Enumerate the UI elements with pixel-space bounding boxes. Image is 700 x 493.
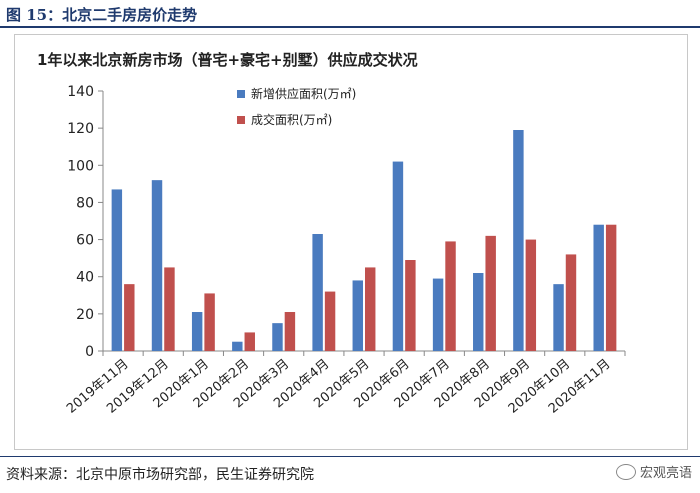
y-tick-label: 140 xyxy=(67,84,94,100)
bar-transaction xyxy=(164,267,175,351)
bar-supply xyxy=(352,280,363,351)
y-tick-label: 60 xyxy=(76,233,94,249)
figure-title: 图 15：北京二手房房价走势 xyxy=(6,6,198,24)
bar-supply xyxy=(392,161,404,351)
bar-supply xyxy=(432,278,444,351)
y-tick-label: 120 xyxy=(67,121,94,137)
bar-transaction xyxy=(324,291,336,351)
legend-label: 成交面积(万㎡) xyxy=(251,112,332,127)
bar-transaction xyxy=(485,235,496,351)
wechat-icon xyxy=(615,463,636,480)
bar-transaction xyxy=(244,332,255,351)
footer-rule xyxy=(0,456,700,457)
bar-transaction xyxy=(405,260,416,351)
bar-transaction xyxy=(525,239,537,351)
bar-transaction xyxy=(124,284,135,351)
title-rule xyxy=(0,26,700,28)
bar-transaction xyxy=(284,312,296,351)
bar-chart: 1年以来北京新房市场（普宅+豪宅+别墅）供应成交状况 0 20 40 60 80 100 1… xyxy=(37,51,626,417)
y-tick-label: 40 xyxy=(76,270,94,286)
y-tick-label: 20 xyxy=(76,307,94,323)
bar-transaction xyxy=(365,267,376,351)
bar-supply xyxy=(513,130,524,351)
legend-swatch xyxy=(237,90,245,98)
bar-transaction xyxy=(204,293,215,351)
legend-label: 新增供应面积(万㎡) xyxy=(251,86,356,101)
bar-transaction xyxy=(565,254,577,351)
bar-transaction xyxy=(445,241,456,351)
bar-supply xyxy=(593,224,604,351)
bar-supply xyxy=(553,284,564,351)
bar-supply xyxy=(473,273,484,351)
chart-title: 1年以来北京新房市场（普宅+豪宅+别墅）供应成交状况 xyxy=(37,51,418,69)
chart-frame: 1年以来北京新房市场（普宅+豪宅+别墅）供应成交状况 0 20 40 60 80 100 1… xyxy=(14,34,688,450)
y-tick-label: 0 xyxy=(85,344,94,360)
bar-supply xyxy=(111,189,123,351)
watermark: 宏观亮语 xyxy=(615,462,692,481)
bar-supply xyxy=(232,341,243,351)
bar-transaction xyxy=(605,224,617,351)
source-note: 资料来源：北京中原市场研究部，民生证券研究院 xyxy=(6,467,314,483)
legend-swatch xyxy=(237,116,245,124)
bar-supply xyxy=(272,323,283,351)
bar-supply xyxy=(151,180,163,351)
bar-supply xyxy=(191,312,203,351)
y-tick-label: 80 xyxy=(76,195,94,211)
watermark-text: 宏观亮语 xyxy=(639,466,692,481)
y-tick-label: 100 xyxy=(67,158,94,174)
bar-supply xyxy=(312,234,323,351)
